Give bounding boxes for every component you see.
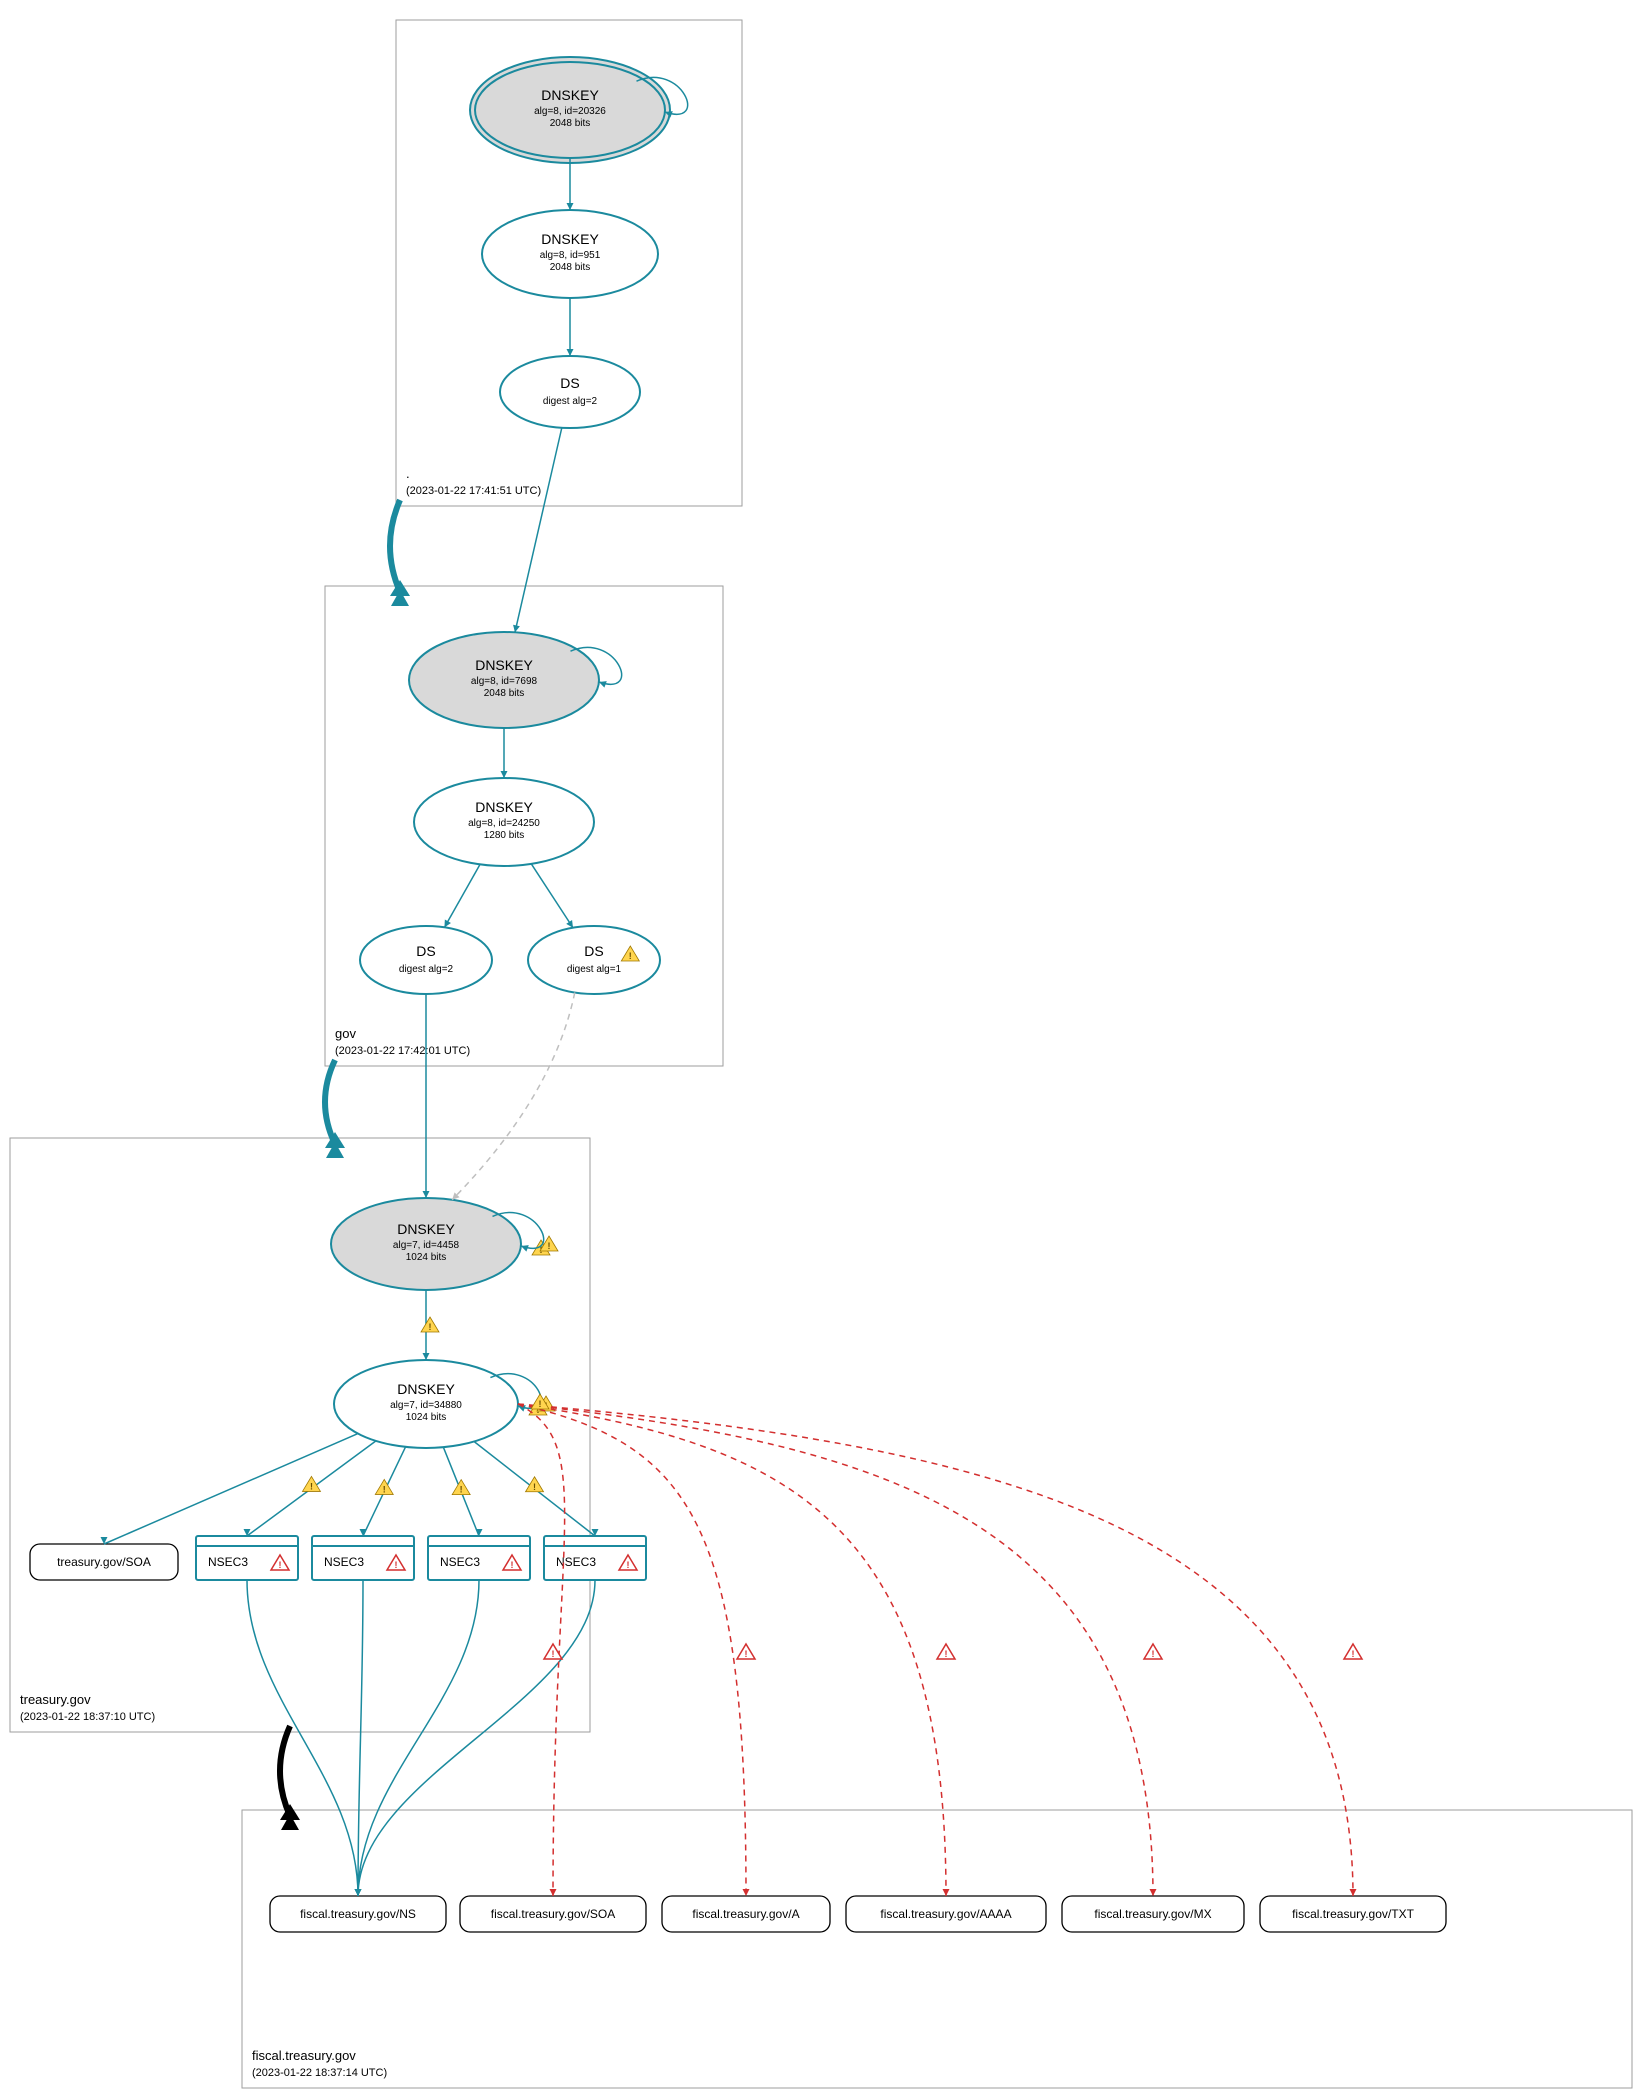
node-f_a: fiscal.treasury.gov/A xyxy=(662,1896,830,1932)
svg-text:!: ! xyxy=(552,1649,555,1659)
zone-fiscal: fiscal.treasury.gov (2023-01-22 18:37:14 … xyxy=(242,1810,1632,2088)
svg-text:gov: gov xyxy=(335,1026,356,1041)
svg-text:!: ! xyxy=(627,1560,630,1570)
svg-text:DNSKEY: DNSKEY xyxy=(397,1381,455,1397)
svg-text:fiscal.treasury.gov/MX: fiscal.treasury.gov/MX xyxy=(1094,1907,1211,1921)
svg-text:!: ! xyxy=(1352,1649,1355,1659)
svg-text:(2023-01-22 17:42:01 UTC): (2023-01-22 17:42:01 UTC) xyxy=(335,1045,470,1057)
svg-text:DS: DS xyxy=(560,375,579,391)
node-f_mx: fiscal.treasury.gov/MX xyxy=(1062,1896,1244,1932)
svg-text:1280 bits: 1280 bits xyxy=(484,830,525,841)
svg-text:!: ! xyxy=(429,1322,432,1332)
svg-text:fiscal.treasury.gov/AAAA: fiscal.treasury.gov/AAAA xyxy=(880,1907,1011,1921)
svg-text:fiscal.treasury.gov: fiscal.treasury.gov xyxy=(252,2048,356,2063)
svg-text:fiscal.treasury.gov/A: fiscal.treasury.gov/A xyxy=(692,1907,799,1921)
node-f_txt: fiscal.treasury.gov/TXT xyxy=(1260,1896,1446,1932)
svg-text:fiscal.treasury.gov/NS: fiscal.treasury.gov/NS xyxy=(300,1907,416,1921)
svg-text:!: ! xyxy=(945,1649,948,1659)
svg-text:!: ! xyxy=(539,1399,542,1409)
node-tg_nsec_2: NSEC3! xyxy=(312,1536,414,1580)
svg-text:!: ! xyxy=(1152,1649,1155,1659)
node-gov_ksk: DNSKEY alg=8, id=76982048 bits xyxy=(409,632,599,728)
svg-text:.: . xyxy=(406,466,410,481)
svg-text:DS: DS xyxy=(416,943,435,959)
svg-text:!: ! xyxy=(279,1560,282,1570)
svg-text:(2023-01-22 17:41:51 UTC): (2023-01-22 17:41:51 UTC) xyxy=(406,485,541,497)
svg-text:fiscal.treasury.gov/SOA: fiscal.treasury.gov/SOA xyxy=(491,1907,616,1921)
svg-text:!: ! xyxy=(383,1484,386,1494)
svg-text:1024 bits: 1024 bits xyxy=(406,1412,447,1423)
svg-text:!: ! xyxy=(310,1481,313,1491)
svg-text:NSEC3: NSEC3 xyxy=(556,1555,596,1569)
node-tg_nsec_4: NSEC3! xyxy=(544,1536,646,1580)
svg-text:NSEC3: NSEC3 xyxy=(440,1555,480,1569)
svg-text:(2023-01-22 18:37:10 UTC): (2023-01-22 18:37:10 UTC) xyxy=(20,1711,155,1723)
svg-text:DNSKEY: DNSKEY xyxy=(475,657,533,673)
node-root_zsk: DNSKEY alg=8, id=9512048 bits xyxy=(482,210,658,298)
node-tg_soa: treasury.gov/SOA xyxy=(30,1544,178,1580)
svg-text:NSEC3: NSEC3 xyxy=(208,1555,248,1569)
svg-text:2048 bits: 2048 bits xyxy=(550,118,591,129)
node-f_ns: fiscal.treasury.gov/NS xyxy=(270,1896,446,1932)
node-f_soa: fiscal.treasury.gov/SOA xyxy=(460,1896,646,1932)
svg-text:!: ! xyxy=(460,1485,463,1495)
node-root_ds: DS digest alg=2 xyxy=(500,356,640,428)
svg-text:alg=8, id=20326: alg=8, id=20326 xyxy=(534,106,606,117)
svg-text:!: ! xyxy=(511,1560,514,1570)
svg-text:alg=8, id=951: alg=8, id=951 xyxy=(540,250,601,261)
svg-text:!: ! xyxy=(629,951,632,961)
dnssec-diagram: . (2023-01-22 17:41:51 UTC) gov (2023-01-22… xyxy=(0,0,1645,2098)
svg-text:!: ! xyxy=(533,1482,536,1492)
svg-text:DNSKEY: DNSKEY xyxy=(541,87,599,103)
node-tg_nsec_1: NSEC3! xyxy=(196,1536,298,1580)
svg-text:2048 bits: 2048 bits xyxy=(484,688,525,699)
node-f_aaaa: fiscal.treasury.gov/AAAA xyxy=(846,1896,1046,1932)
svg-text:digest alg=2: digest alg=2 xyxy=(543,396,598,407)
svg-text:DNSKEY: DNSKEY xyxy=(475,799,533,815)
svg-text:!: ! xyxy=(745,1649,748,1659)
node-gov_zsk: DNSKEY alg=8, id=242501280 bits xyxy=(414,778,594,866)
svg-text:DNSKEY: DNSKEY xyxy=(541,231,599,247)
svg-text:DNSKEY: DNSKEY xyxy=(397,1221,455,1237)
svg-text:!: ! xyxy=(548,1241,551,1251)
svg-text:treasury.gov/SOA: treasury.gov/SOA xyxy=(57,1555,151,1569)
node-tg_zsk: DNSKEY alg=7, id=348801024 bits! xyxy=(334,1360,547,1448)
svg-text:alg=8, id=24250: alg=8, id=24250 xyxy=(468,818,540,829)
node-root_ksk: DNSKEY alg=8, id=203262048 bits xyxy=(470,57,670,163)
node-gov_ds2: DS digest alg=2 xyxy=(360,926,492,994)
svg-text:NSEC3: NSEC3 xyxy=(324,1555,364,1569)
svg-text:(2023-01-22 18:37:14 UTC): (2023-01-22 18:37:14 UTC) xyxy=(252,2067,387,2079)
svg-text:alg=8, id=7698: alg=8, id=7698 xyxy=(471,676,538,687)
svg-text:fiscal.treasury.gov/TXT: fiscal.treasury.gov/TXT xyxy=(1292,1907,1414,1921)
svg-text:digest alg=1: digest alg=1 xyxy=(567,964,622,975)
svg-text:treasury.gov: treasury.gov xyxy=(20,1692,91,1707)
svg-text:digest alg=2: digest alg=2 xyxy=(399,964,454,975)
svg-text:alg=7, id=34880: alg=7, id=34880 xyxy=(390,1400,462,1411)
svg-text:!: ! xyxy=(395,1560,398,1570)
svg-text:1024 bits: 1024 bits xyxy=(406,1252,447,1263)
node-tg_nsec_3: NSEC3! xyxy=(428,1536,530,1580)
svg-text:2048 bits: 2048 bits xyxy=(550,262,591,273)
node-gov_ds1: DS digest alg=1! xyxy=(528,926,660,994)
svg-text:alg=7, id=4458: alg=7, id=4458 xyxy=(393,1240,460,1251)
svg-text:DS: DS xyxy=(584,943,603,959)
node-tg_ksk: DNSKEY alg=7, id=44581024 bits! xyxy=(331,1198,550,1290)
